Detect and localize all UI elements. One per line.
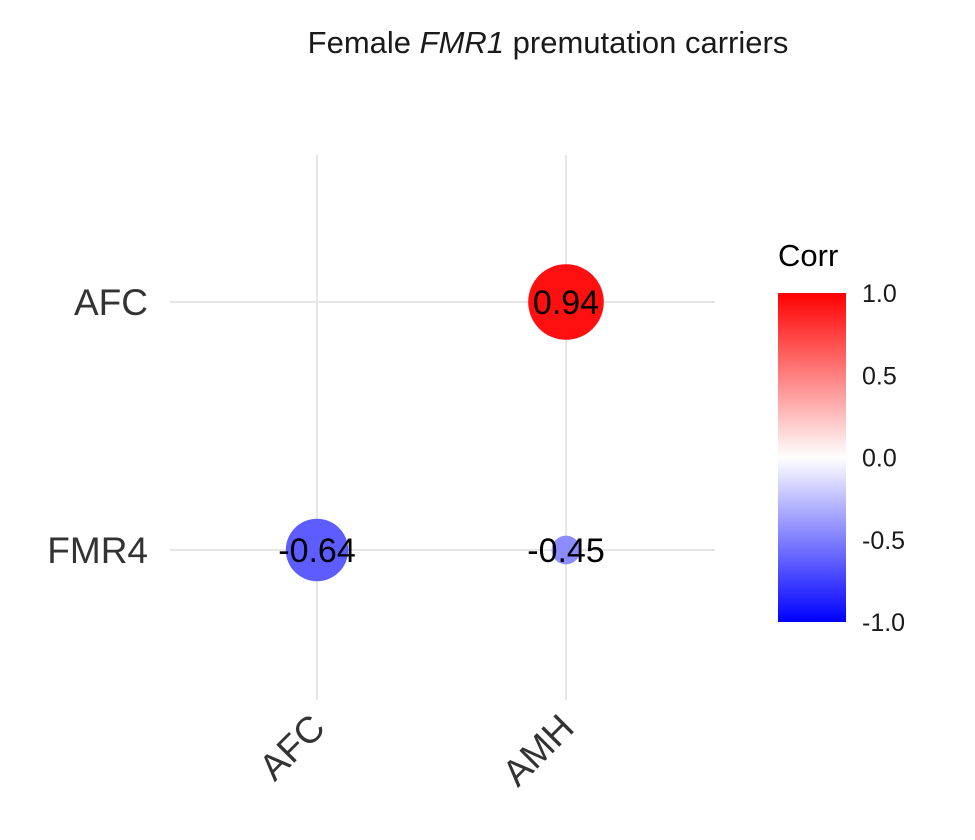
corr-circle [528,264,604,340]
y-tick-label: AFC [74,282,148,323]
chart-title: Female FMR1 premutation carriers [308,25,789,60]
legend-tick-label: -0.5 [862,527,905,555]
legend-tick-label: 1.0 [862,280,897,308]
title-prefix: Female [308,25,420,60]
legend: Corr 1.0 0.5 0.0 -0.5 -1.0 [778,238,905,637]
plot-marks: 0.94 -0.64 -0.45 [278,264,605,582]
corr-value-label: 0.94 [533,284,599,322]
legend-ticks: 1.0 0.5 0.0 -0.5 -1.0 [862,280,905,637]
legend-tick-label: -1.0 [862,609,905,637]
title-suffix: premutation carriers [504,25,788,60]
plot-grid [170,155,715,700]
corr-circle [551,535,581,565]
corr-value-label: -0.45 [527,532,605,570]
legend-tick-label: 0.5 [862,362,897,390]
legend-colorbar [778,293,846,622]
corr-circle [285,518,349,582]
y-tick-label: FMR4 [47,530,148,571]
x-tick-label: AFC [251,707,332,788]
x-tick-label: AMH [495,707,582,794]
title-italic: FMR1 [420,25,504,60]
corr-value-label: -0.64 [278,532,356,570]
legend-title: Corr [778,238,838,273]
legend-tick-label: 0.0 [862,445,897,473]
